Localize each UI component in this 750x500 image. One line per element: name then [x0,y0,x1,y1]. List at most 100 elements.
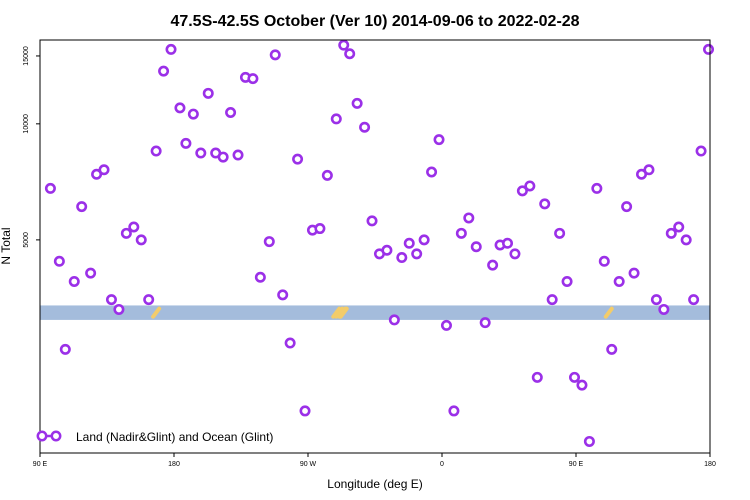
legend-marker-left [36,430,48,442]
data-point [98,164,110,176]
data-point [187,108,199,120]
x-tick-label: 180 [168,461,180,468]
data-point [68,275,80,287]
data-point [314,223,326,235]
x-tick-label: 90 W [300,461,317,468]
data-point [351,97,363,109]
x-axis-label: Longitude (deg E) [327,477,422,491]
land-mark [151,306,162,319]
data-point [269,49,281,61]
data-point [433,134,445,146]
data-point [455,227,467,239]
data-point [440,319,452,331]
data-point [165,43,177,55]
data-point [621,201,633,213]
x-tick-label: 90 E [569,461,584,468]
data-point [643,164,655,176]
data-point [658,303,670,315]
data-point [263,236,275,248]
data-point [487,259,499,271]
data-point [143,294,155,306]
data-point [381,244,393,256]
data-point [703,43,715,55]
y-tick-label: 15000 [23,46,30,66]
data-point [396,252,408,264]
data-point [411,248,423,260]
legend-marker-right [50,430,62,442]
data-point [158,65,170,77]
y-axis-label: N Total [0,227,13,264]
data-point [524,180,536,192]
data-point [502,237,514,249]
data-point [254,271,266,283]
data-point [509,248,521,260]
data-point [695,145,707,157]
land-mark [334,306,345,319]
data-point [247,73,259,85]
data-point [388,314,400,326]
data-point [299,405,311,417]
data-point [463,212,475,224]
data-point [44,182,56,194]
data-point [531,371,543,383]
data-point [120,227,132,239]
data-point [359,121,371,133]
land-mark [603,306,614,319]
data-point [59,343,71,355]
data-point [598,255,610,267]
data-point [448,405,460,417]
data-point [53,255,65,267]
x-tick-label: 0 [440,461,444,468]
data-point [180,137,192,149]
data-point [366,215,378,227]
data-point [673,221,685,233]
data-point [426,166,438,178]
legend-label: Land (Nadir&Glint) and Ocean (Glint) [76,430,273,444]
data-points-layer [44,39,715,447]
data-point [91,168,103,180]
data-point [569,371,581,383]
data-point [479,317,491,329]
data-point [85,267,97,279]
data-point [128,221,140,233]
x-tick-label: 180 [704,461,716,468]
data-point [554,227,566,239]
data-point [344,48,356,60]
data-point [232,149,244,161]
data-point [688,294,700,306]
data-point [591,182,603,194]
data-point [470,241,482,253]
data-point [277,289,289,301]
land-mark [331,306,342,319]
ocean-band-layer [40,305,710,320]
data-point [292,153,304,165]
data-point [338,39,350,51]
data-point [680,234,692,246]
data-point [516,185,528,197]
data-point [135,234,147,246]
data-point [418,234,430,246]
data-point [76,201,88,213]
data-point [225,107,237,119]
data-point [174,102,186,114]
ocean-band [40,305,710,320]
legend: Land (Nadir&Glint) and Ocean (Glint) [36,430,273,444]
data-point [195,147,207,159]
data-point [284,337,296,349]
data-point [650,294,662,306]
data-point [546,294,558,306]
plot-frame [39,39,711,454]
data-point [217,151,229,163]
land-mark [338,306,349,319]
y-axis-ticks: 5000 10000 15000 [23,46,40,248]
data-point [150,145,162,157]
data-point [202,87,214,99]
data-point [613,275,625,287]
data-point [606,343,618,355]
chart-title: 47.5S-42.5S October (Ver 10) 2014-09-06 … [170,13,579,30]
data-point [105,294,117,306]
data-point [330,113,342,125]
data-point [403,237,415,249]
data-point [539,198,551,210]
